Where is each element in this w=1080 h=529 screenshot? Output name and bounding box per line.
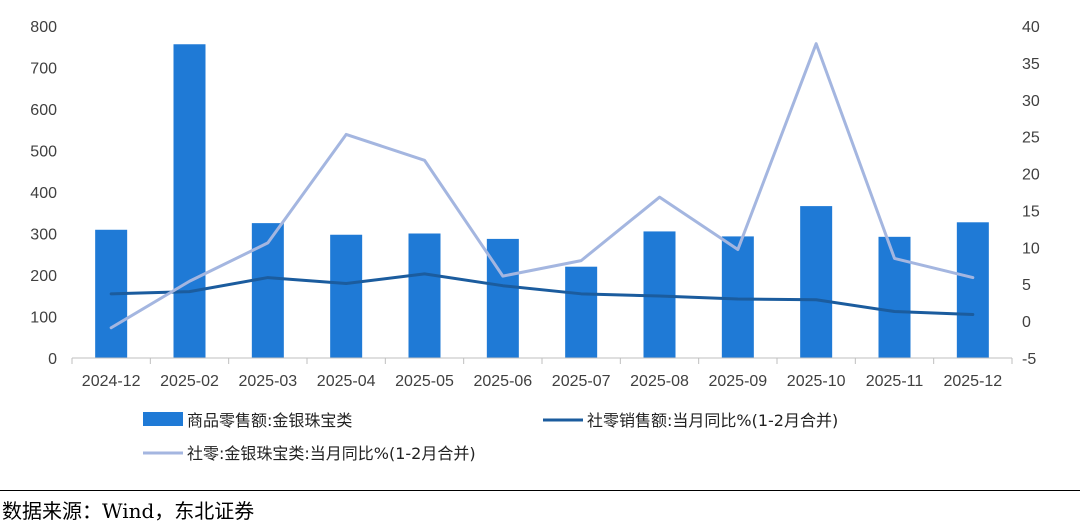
legend-label: 社零:金银珠宝类:当月同比%(1-2月合并) — [187, 444, 476, 463]
y-right-tick-label: 30 — [1022, 93, 1040, 110]
y-right-tick-label: -5 — [1022, 351, 1036, 368]
y-right-tick-label: 25 — [1022, 130, 1040, 147]
y-left-tick-label: 500 — [30, 144, 57, 161]
y-left-tick-label: 200 — [30, 268, 57, 285]
bar — [565, 266, 598, 358]
legend: 商品零售额:金银珠宝类 社零销售额:当月同比%(1-2月合并) 社零:金银珠宝类:当… — [143, 411, 838, 463]
y-left-tick-label: 600 — [30, 102, 57, 119]
x-tick-label: 2025-06 — [473, 373, 532, 390]
y-right-tick-label: 20 — [1022, 167, 1040, 184]
x-tick-label: 2025-09 — [708, 373, 767, 390]
line-series — [109, 42, 975, 330]
series-line-jewelry-yoy — [109, 42, 975, 330]
bar-series — [95, 44, 989, 358]
x-tick-label: 2025-04 — [317, 373, 376, 390]
y-right-tick-label: 10 — [1022, 240, 1040, 257]
bar — [251, 223, 284, 358]
bar — [408, 233, 441, 358]
y-left-tick-label: 800 — [30, 19, 57, 36]
legend-label: 商品零售额:金银珠宝类 — [187, 411, 352, 430]
bar — [800, 206, 833, 358]
x-tick-label: 2025-02 — [160, 373, 219, 390]
y-left-tick-label: 700 — [30, 61, 57, 78]
y-right-tick-label: 5 — [1022, 277, 1031, 294]
y-right-tick-label: 15 — [1022, 203, 1040, 220]
x-tick-label: 2025-08 — [630, 373, 689, 390]
source-note: 数据来源：Wind，东北证券 — [2, 499, 255, 523]
x-tick-label: 2025-05 — [395, 373, 454, 390]
y-right-axis: -5 0 5 10 15 20 25 30 35 40 — [1022, 19, 1040, 368]
x-tick-label: 2024-12 — [82, 373, 141, 390]
legend-label: 社零销售额:当月同比%(1-2月合并) — [587, 411, 838, 430]
x-tick-label: 2025-07 — [552, 373, 611, 390]
y-left-tick-label: 100 — [30, 310, 57, 327]
x-tick-label: 2025-03 — [238, 373, 297, 390]
y-left-axis: 0 100 200 300 400 500 600 700 800 — [30, 19, 57, 368]
x-axis: 2024-12 2025-02 2025-03 2025-04 2025-05 2025-… — [71, 358, 1013, 390]
x-tick-label: 2025-10 — [787, 373, 846, 390]
x-tick-label: 2025-12 — [943, 373, 1002, 390]
legend-swatch-bar — [143, 412, 183, 426]
y-right-tick-label: 40 — [1022, 19, 1040, 36]
x-tick-label: 2025-11 — [866, 373, 924, 390]
bar — [486, 238, 519, 358]
y-right-tick-label: 35 — [1022, 56, 1040, 73]
y-left-tick-label: 300 — [30, 227, 57, 244]
series-line-retail-yoy — [109, 272, 975, 316]
source-divider — [0, 490, 1080, 491]
chart: 0 100 200 300 400 500 600 700 800 -5 0 5 10 15 20 25 30… — [30, 19, 1040, 463]
bar — [173, 44, 206, 358]
bar — [330, 234, 363, 358]
y-right-tick-label: 0 — [1022, 314, 1031, 331]
y-left-tick-label: 400 — [30, 185, 57, 202]
bar — [956, 222, 989, 358]
y-left-tick-label: 0 — [48, 351, 57, 368]
